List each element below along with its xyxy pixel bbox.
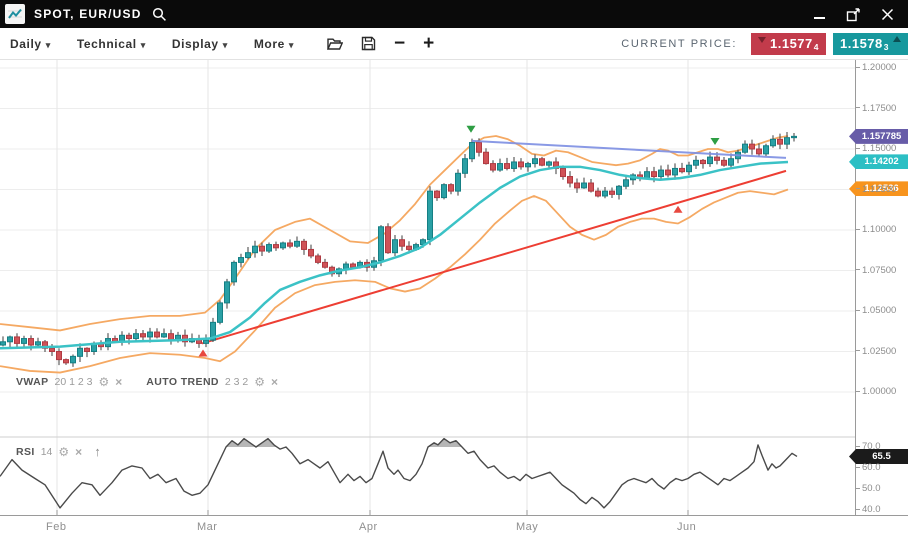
- title-bar: SPOT, EUR/USD: [0, 0, 908, 28]
- axis-tick-label: 1.17500: [856, 103, 896, 114]
- main-indicator-legend: VWAP 20 1 2 3 ⚙ × AUTO TREND 2 3 2 ⚙ ×: [16, 376, 296, 388]
- app-logo-icon: [5, 4, 25, 24]
- bid-price-badge: 1.1577 4: [751, 32, 826, 55]
- month-label: Jun: [677, 521, 697, 533]
- toolbar: Daily ▾ Technical ▾ Display ▾ More ▾ − + CUR…: [0, 28, 908, 60]
- autotrend-legend-label: AUTO TREND: [146, 376, 219, 388]
- rsi-indicator-legend: RSI 14 ⚙ × ↑: [16, 444, 119, 459]
- gear-icon[interactable]: ⚙: [58, 444, 70, 459]
- axis-tick-label: 1.20000: [856, 62, 896, 73]
- axis-tick-label: 1.12500: [856, 184, 896, 195]
- rsi-axis-badge: 65.5: [849, 448, 908, 464]
- chevron-down-icon: ▾: [140, 39, 146, 50]
- arrow-up-icon: [893, 35, 901, 42]
- menu-display[interactable]: Display ▾: [171, 36, 228, 51]
- month-label: Apr: [359, 521, 378, 533]
- vwap-axis-badge: 1.14202: [849, 154, 908, 170]
- current-price-label: CURRENT PRICE:: [621, 37, 737, 50]
- rsi-legend-label: RSI: [16, 445, 35, 458]
- month-label: May: [516, 521, 539, 533]
- axis-tick-label: 60.0: [856, 462, 881, 473]
- axis-tick-label: 50.0: [856, 483, 881, 494]
- price-axis[interactable]: 1.157785 1.14202 1.12536 65.5 1.20000 1.1…: [849, 60, 908, 538]
- vwap-legend-params: 20 1 2 3: [54, 376, 93, 388]
- axis-tick-label: 1.05000: [856, 305, 896, 316]
- last-price-axis-badge: 1.157785: [849, 128, 908, 144]
- axis-tick-label: 40.0: [856, 504, 881, 515]
- chevron-down-icon: ▾: [45, 39, 51, 50]
- menu-technical[interactable]: Technical ▾: [76, 36, 146, 51]
- ask-price-badge: 1.1578 3: [833, 32, 908, 55]
- price-axis-line: [855, 60, 856, 515]
- expand-up-icon[interactable]: ↑: [94, 444, 101, 459]
- chart-area: 1.157785 1.14202 1.12536 65.5 1.20000 1.1…: [0, 60, 908, 538]
- zoom-out-button[interactable]: −: [394, 33, 406, 54]
- month-label: Mar: [197, 521, 218, 533]
- chevron-down-icon: ▾: [222, 39, 228, 50]
- autotrend-legend-params: 2 3 2: [224, 376, 249, 388]
- month-label: Feb: [46, 521, 67, 533]
- close-icon[interactable]: ×: [115, 375, 123, 389]
- save-icon[interactable]: [361, 36, 376, 51]
- menu-more[interactable]: More ▾: [253, 36, 295, 51]
- search-icon[interactable]: [152, 7, 167, 22]
- zoom-in-button[interactable]: +: [423, 33, 435, 54]
- gear-icon[interactable]: ⚙: [254, 375, 266, 389]
- axis-tick-label: 1.10000: [856, 224, 896, 235]
- axis-tick-label: 1.02500: [856, 346, 896, 357]
- minimize-icon[interactable]: [813, 8, 826, 21]
- gear-icon[interactable]: ⚙: [98, 375, 110, 389]
- band-axis-badge: 1.12536: [849, 181, 908, 197]
- vwap-legend-label: VWAP: [16, 376, 49, 388]
- axis-tick-label: 1.07500: [856, 265, 896, 276]
- popout-icon[interactable]: [846, 7, 861, 22]
- close-icon[interactable]: ×: [271, 375, 279, 389]
- time-axis-line: [0, 515, 908, 516]
- close-icon[interactable]: [881, 8, 894, 21]
- window-title: SPOT, EUR/USD: [34, 7, 142, 21]
- rsi-legend-params: 14: [40, 445, 53, 458]
- menu-timeframe[interactable]: Daily ▾: [10, 36, 51, 51]
- open-folder-icon[interactable]: [326, 36, 344, 51]
- chevron-down-icon: ▾: [288, 39, 295, 50]
- arrow-down-icon: [758, 36, 766, 43]
- chart-canvas[interactable]: [0, 60, 856, 516]
- axis-tick-label: 70.0: [856, 441, 881, 452]
- axis-tick-label: 1.15000: [856, 143, 896, 154]
- axis-tick-label: 1.00000: [856, 386, 896, 397]
- close-icon[interactable]: ×: [75, 444, 83, 459]
